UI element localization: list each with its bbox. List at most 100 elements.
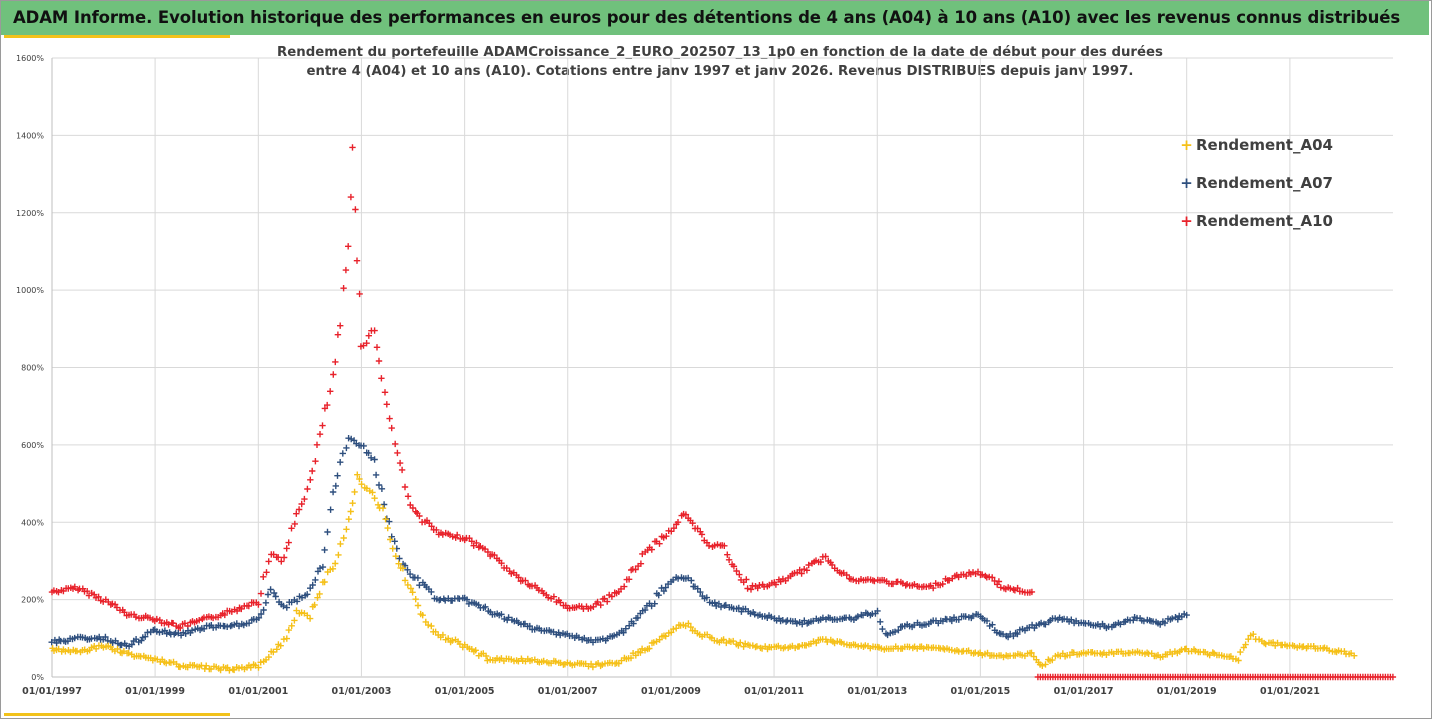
- marker-rendement-a04: [1039, 662, 1046, 669]
- marker-rendement-a07: [498, 611, 505, 618]
- x-tick-label: 01/01/1997: [22, 686, 82, 697]
- legend-item-a07: + Rendement_A07: [1178, 164, 1333, 202]
- marker-rendement-a10: [304, 485, 311, 493]
- marker-rendement-a04: [414, 602, 422, 609]
- marker-rendement-a07: [371, 456, 378, 463]
- marker-rendement-a07: [343, 444, 350, 452]
- marker-rendement-a10: [153, 615, 160, 623]
- marker-rendement-a10: [694, 525, 701, 532]
- marker-rendement-a07: [128, 641, 136, 648]
- marker-rendement-a10: [594, 598, 601, 606]
- marker-rendement-a10: [319, 422, 326, 429]
- marker-rendement-a10: [263, 569, 270, 576]
- marker-rendement-a10: [365, 332, 372, 339]
- marker-rendement-a04: [482, 652, 490, 660]
- marker-rendement-a10: [550, 593, 558, 600]
- marker-rendement-a04: [374, 501, 382, 508]
- marker-rendement-a10: [352, 206, 359, 213]
- marker-rendement-a07: [895, 627, 902, 634]
- marker-rendement-a10: [386, 415, 393, 422]
- marker-rendement-a07: [321, 546, 328, 554]
- chart-subtitle-line-1: Rendement du portefeuille ADAMCroissance…: [277, 45, 1163, 60]
- marker-rendement-a10: [843, 571, 850, 579]
- marker-rendement-a07: [312, 576, 319, 584]
- marker-rendement-a10: [345, 243, 352, 250]
- marker-rendement-a10: [340, 285, 347, 292]
- y-tick-label: 1600%: [16, 54, 44, 63]
- marker-rendement-a10: [995, 578, 1003, 585]
- marker-rendement-a10: [404, 493, 412, 500]
- marker-rendement-a10: [257, 590, 265, 597]
- marker-rendement-a04: [382, 516, 389, 523]
- marker-rendement-a10: [817, 558, 824, 566]
- marker-rendement-a07: [337, 459, 344, 466]
- marker-rendement-a07: [348, 435, 355, 443]
- marker-rendement-a04: [428, 622, 435, 630]
- marker-rendement-a04: [1351, 652, 1358, 659]
- marker-rendement-a10: [347, 193, 355, 201]
- marker-rendement-a10: [265, 558, 272, 565]
- marker-rendement-a07: [365, 449, 372, 457]
- marker-rendement-a07: [911, 621, 918, 629]
- marker-rendement-a07: [674, 575, 682, 582]
- marker-rendement-a04: [404, 581, 411, 589]
- marker-rendement-a07: [715, 600, 723, 607]
- marker-rendement-a07: [360, 442, 367, 450]
- marker-rendement-a04: [314, 594, 321, 601]
- marker-rendement-a10: [283, 545, 290, 552]
- marker-rendement-a10: [772, 581, 780, 588]
- marker-rendement-a04: [384, 524, 391, 532]
- marker-rendement-a07: [1014, 630, 1021, 638]
- marker-rendement-a04: [293, 607, 300, 614]
- marker-rendement-a04: [1237, 648, 1244, 656]
- marker-rendement-a10: [798, 570, 805, 577]
- marker-rendement-a07: [428, 588, 435, 596]
- marker-rendement-a10: [275, 554, 282, 561]
- marker-rendement-a04: [685, 620, 692, 627]
- marker-rendement-a10: [930, 584, 937, 592]
- marker-rendement-a10: [371, 327, 378, 334]
- x-tick-label: 01/01/2015: [950, 686, 1010, 697]
- marker-rendement-a07: [1033, 622, 1040, 629]
- marker-rendement-a10: [982, 572, 989, 580]
- marker-rendement-a07: [267, 586, 274, 593]
- marker-rendement-a10: [132, 613, 140, 621]
- marker-rendement-a07: [329, 488, 337, 496]
- marker-rendement-a04: [796, 643, 803, 650]
- marker-rendement-a10: [233, 607, 241, 615]
- marker-rendement-a10: [71, 583, 78, 590]
- marker-rendement-a04: [425, 621, 432, 629]
- marker-rendement-a04: [285, 626, 292, 634]
- marker-rendement-a04: [1262, 640, 1269, 648]
- marker-rendement-a10: [1010, 586, 1017, 593]
- legend-label-a07: Rendement_A07: [1196, 174, 1333, 192]
- marker-rendement-a10: [725, 556, 733, 563]
- marker-rendement-a04: [668, 629, 675, 636]
- marker-rendement-a10: [498, 560, 505, 567]
- legend-label-a04: Rendement_A04: [1196, 136, 1333, 154]
- marker-rendement-a04: [291, 617, 298, 624]
- marker-rendement-a07: [283, 604, 290, 611]
- marker-rendement-a07: [877, 618, 884, 625]
- marker-rendement-a04: [329, 565, 337, 572]
- marker-rendement-a07: [641, 606, 649, 614]
- marker-rendement-a04: [379, 505, 387, 512]
- marker-rendement-a10: [409, 504, 417, 512]
- marker-rendement-a10: [388, 424, 395, 432]
- marker-rendement-a04: [371, 495, 378, 502]
- marker-rendement-a10: [803, 567, 811, 574]
- marker-rendement-a07: [264, 591, 272, 598]
- marker-rendement-a07: [626, 622, 633, 629]
- marker-rendement-a10: [608, 593, 616, 600]
- marker-rendement-a07: [138, 637, 145, 644]
- marker-rendement-a04: [349, 500, 356, 507]
- marker-rendement-a10: [515, 574, 522, 581]
- marker-rendement-a07: [969, 612, 977, 620]
- marker-rendement-a07: [711, 599, 718, 606]
- legend-marker-a07: +: [1180, 174, 1193, 192]
- marker-rendement-a04: [407, 585, 415, 592]
- marker-rendement-a10: [95, 593, 102, 600]
- marker-rendement-a04: [1235, 657, 1242, 664]
- marker-rendement-a10: [285, 539, 292, 546]
- marker-rendement-a10: [428, 523, 435, 530]
